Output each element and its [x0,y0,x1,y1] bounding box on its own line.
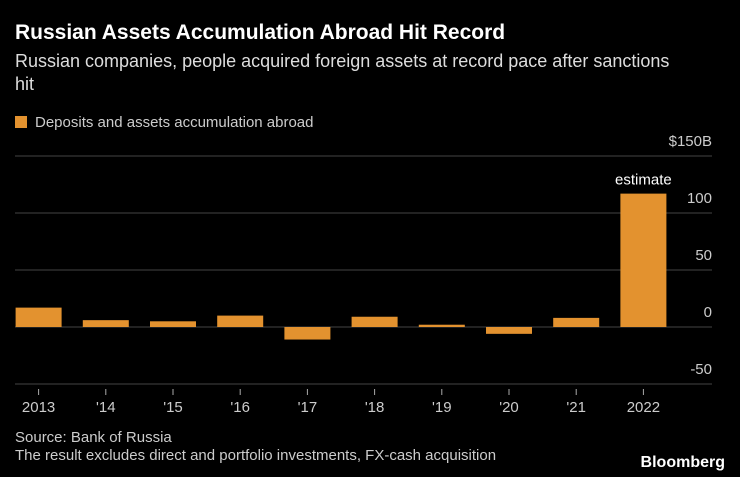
x-tick-label: '16 [230,399,250,416]
y-tick-label: 0 [704,304,712,321]
y-tick-label: -50 [690,361,712,378]
brand: Bloomberg [641,454,725,471]
bar [351,316,398,327]
chart-title: Russian Assets Accumulation Abroad Hit R… [15,21,506,44]
bar [284,327,331,340]
x-tick-label: '18 [365,399,385,416]
chart-subtitle: Russian companies, people acquired forei… [15,51,670,94]
bar [620,193,667,327]
x-tick-label: '17 [298,399,318,416]
x-tick-label: '15 [163,399,183,416]
bar [150,321,196,327]
bar [553,317,600,327]
note: The result excludes direct and portfolio… [15,447,496,464]
x-tick-label: '14 [96,399,116,416]
y-tick-label: $150B [669,133,712,150]
legend-label: Deposits and assets accumulation abroad [35,114,314,131]
bar [15,307,62,327]
bar [418,324,465,327]
x-tick-label: '20 [499,399,519,416]
y-tick-label: 50 [695,247,712,264]
bar [486,327,532,334]
x-tick-label: '19 [432,399,452,416]
legend-swatch [15,116,27,128]
y-tick-label: 100 [687,190,712,207]
x-tick-label: '21 [566,399,586,416]
x-tick-label: 2013 [22,399,55,416]
source: Source: Bank of Russia [15,429,172,446]
x-tick-label: 2022 [627,399,660,416]
bar [217,315,264,327]
annotation: estimate [615,172,672,189]
bar [82,320,129,327]
